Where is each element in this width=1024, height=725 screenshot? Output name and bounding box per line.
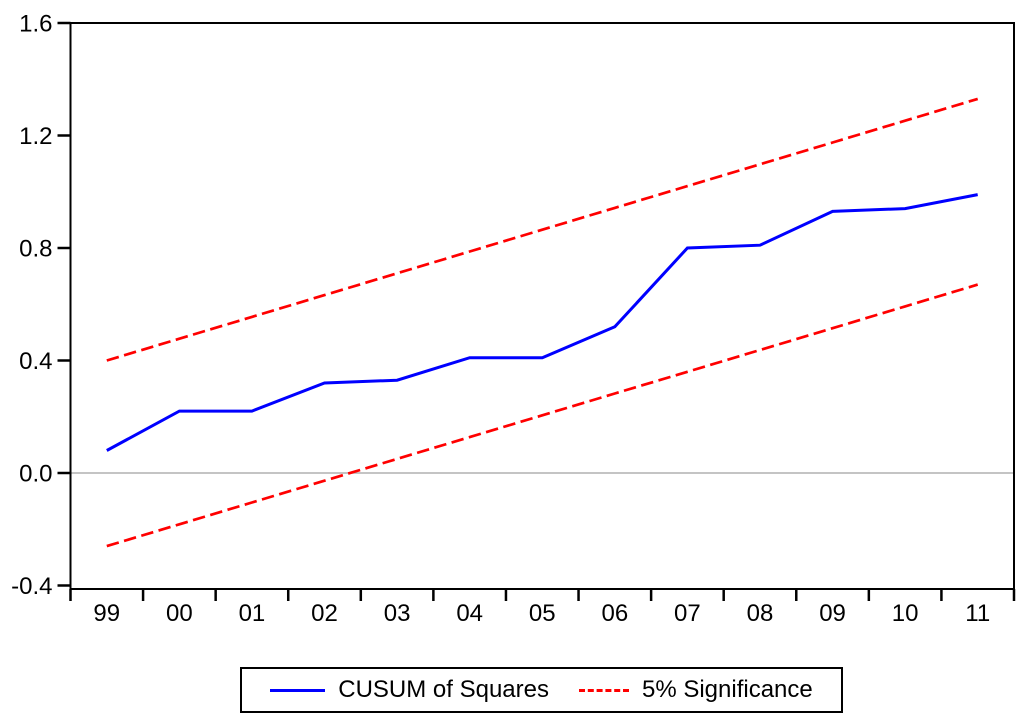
legend-swatch-significance-line-icon: [578, 688, 629, 692]
y-axis-tick-label: 1.2: [19, 123, 52, 150]
significance-upper-line: [106, 97, 979, 362]
x-axis-tick-label: 01: [239, 600, 266, 627]
x-axis-tick-label: 03: [384, 600, 411, 627]
y-axis-tick-label: 1.6: [19, 11, 52, 38]
y-axis-tick-label: 0.4: [19, 348, 52, 375]
y-axis-tick-label: -0.4: [11, 573, 52, 600]
x-axis-tick-label: 05: [529, 600, 556, 627]
y-axis-tick-label: 0.0: [19, 461, 52, 488]
cusum-line: [106, 193, 978, 452]
legend-swatch-cusum-line-icon: [270, 688, 326, 692]
x-axis-tick-label: 07: [674, 600, 701, 627]
x-axis-tick-label: 08: [747, 600, 774, 627]
y-axis-tick-label: 0.8: [19, 236, 52, 263]
x-axis-tick-label: 00: [166, 600, 193, 627]
x-axis-tick-label: 06: [601, 600, 628, 627]
x-axis-tick-label: 10: [892, 600, 919, 627]
significance-lower-line: [106, 283, 979, 548]
plot-area: -0.4 0.0 0.4 0.8 1.2 1.6 99 00 01 02 03 04 05 06 07 08 0…: [11, 11, 1016, 627]
legend: CUSUM of Squares 5% Significance: [240, 667, 843, 713]
legend-label-significance: 5% Significance: [641, 676, 813, 703]
x-axis-tick-label: 04: [456, 600, 483, 627]
x-axis-tick-label: 99: [93, 600, 120, 627]
plot-frame: [69, 22, 1015, 590]
x-axis-tick-label: 09: [819, 600, 846, 627]
x-axis-tick-label: 11: [965, 600, 990, 627]
x-axis-tick-label: 02: [311, 600, 338, 627]
legend-label-cusum: CUSUM of Squares: [338, 676, 549, 703]
